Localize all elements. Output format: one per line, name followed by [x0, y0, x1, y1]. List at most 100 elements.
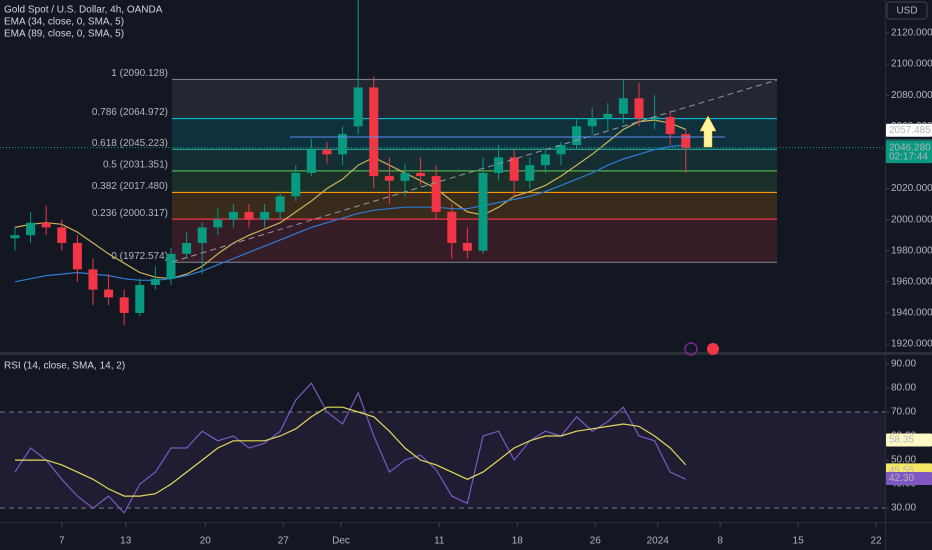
y-tick-label: 70.00: [891, 407, 916, 418]
x-tick-label: 18: [512, 536, 524, 547]
ema-line: [14, 119, 687, 280]
rsi-band: [0, 412, 885, 509]
y-tick-label: 2020.000: [891, 183, 932, 194]
fib-zone: [172, 170, 777, 193]
price-badge: [886, 141, 932, 164]
x-tick-label: 15: [793, 536, 805, 547]
candle-body: [197, 227, 207, 243]
trend-line: [171, 79, 778, 263]
up-arrow: [699, 115, 717, 148]
x-tick-label: 27: [278, 536, 290, 547]
currency-button[interactable]: [886, 1, 928, 20]
candle-body: [634, 98, 644, 119]
price-badge-text: 2057.485: [889, 125, 931, 136]
rsi-badge-text: 42.30: [889, 473, 914, 484]
candle-body: [104, 289, 114, 298]
fib-zone: [172, 118, 777, 150]
candle-body: [603, 113, 613, 119]
x-tick-label: 11: [434, 536, 445, 547]
y-tick-label: 2100.000: [891, 59, 932, 70]
event-icon: [684, 342, 698, 356]
candle-body: [650, 116, 660, 119]
candle-body: [338, 134, 348, 155]
fib-label: 0.236 (2000.317): [92, 208, 168, 219]
rsi-badge-text: 58.35: [889, 435, 914, 446]
candle-body: [166, 253, 176, 279]
fib-label: 0.382 (2017.480): [92, 181, 168, 192]
fib-label: 0 (1972.574): [111, 251, 168, 262]
candle-body: [447, 211, 457, 243]
economic-event-icon: [707, 343, 719, 355]
candle-body: [353, 87, 363, 127]
candle-body: [306, 149, 316, 173]
candle-body: [275, 196, 285, 212]
x-tick-label: 20: [200, 536, 212, 547]
fib-zone: [172, 79, 777, 119]
candle-body: [260, 211, 270, 220]
y-tick-label: 1940.000: [891, 308, 932, 319]
indicator-ema34: EMA (34, close, 0, SMA, 5): [4, 17, 124, 28]
candle-body: [228, 211, 238, 220]
candle-body: [182, 242, 192, 254]
fib-zone: [172, 192, 777, 220]
candle-body: [556, 144, 566, 155]
candle-body: [665, 116, 675, 135]
candle-body: [135, 284, 145, 313]
fib-label: 0.786 (2064.972): [92, 107, 168, 118]
candle-body: [384, 176, 394, 181]
y-tick-label: 1980.000: [891, 245, 932, 256]
candle-body: [509, 157, 519, 181]
x-tick-label: 13: [120, 536, 132, 547]
rsi-line: [14, 382, 687, 514]
candle-body: [369, 87, 379, 177]
rsi-badge: [886, 472, 932, 486]
x-tick-label: 26: [590, 536, 602, 547]
x-tick-label: Dec: [332, 536, 350, 547]
y-tick-label: 2000.000: [891, 214, 932, 225]
candle-body: [119, 297, 129, 313]
candle-body: [431, 176, 441, 212]
fib-zone: [172, 149, 777, 171]
candle-body: [462, 242, 472, 251]
price-badge: [886, 123, 932, 137]
ema-line: [14, 144, 686, 283]
candle-body: [587, 118, 597, 127]
indicator-rsi: RSI (14, close, SMA, 14, 2): [4, 361, 125, 372]
price-pane: 1 (2090.128) 0.786 (2064.972) 0.618 (2045.…: [0, 0, 885, 326]
rsi-line: [15, 406, 687, 497]
candle-body: [494, 157, 504, 173]
candle-body: [150, 278, 160, 285]
countdown: 02:17:44: [889, 151, 928, 162]
candle-body: [572, 126, 582, 145]
y-tick-label: 30.00: [891, 503, 916, 514]
symbol-title: Gold Spot / U.S. Dollar, 4h, OANDA: [4, 5, 163, 16]
candle-body: [291, 172, 301, 197]
y-tick-label: 90.00: [891, 359, 916, 370]
candle-body: [478, 172, 488, 251]
rsi-pane: [0, 382, 885, 514]
currency-label[interactable]: USD: [896, 6, 917, 17]
y-tick-label: 2120.000: [891, 28, 932, 39]
price-badge-text: 2046.280: [889, 142, 931, 153]
candle-body: [41, 222, 51, 228]
candle-body: [618, 98, 628, 114]
y-tick-label: 1920.000: [891, 339, 932, 350]
x-tick-label: 2024: [647, 536, 670, 547]
candle-body: [525, 165, 535, 181]
candle-body: [540, 154, 550, 166]
candle-body: [72, 242, 82, 270]
candle-body: [88, 269, 98, 290]
x-tick-label: 8: [717, 536, 723, 547]
candle-body: [681, 134, 691, 149]
y-tick-label: 50.00: [891, 455, 916, 466]
candle-body: [26, 222, 36, 236]
candle-body: [57, 227, 67, 243]
candle-body: [416, 172, 426, 177]
y-tick-label: 2080.000: [891, 90, 932, 101]
y-tick-label: 1960.000: [891, 276, 932, 287]
indicator-ema89: EMA (89, close, 0, SMA, 5): [4, 29, 124, 40]
candle-body: [213, 219, 223, 228]
fib-label: 0.5 (2031.351): [103, 160, 168, 171]
